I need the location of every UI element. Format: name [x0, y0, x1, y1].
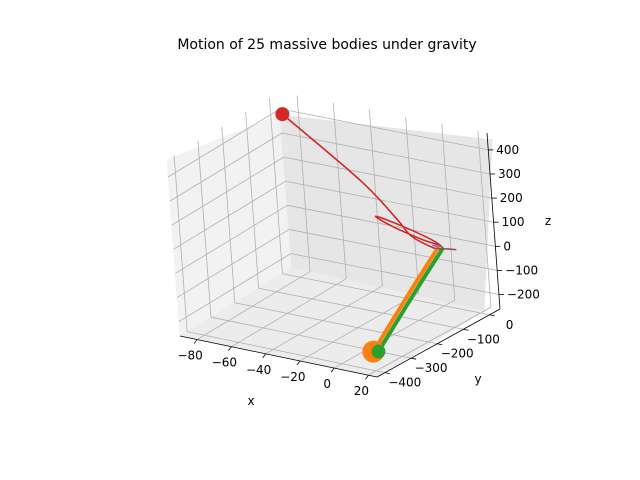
trajectory-line-3: [432, 244, 441, 248]
y-tick-label: 0: [506, 318, 514, 332]
z-gridline: [281, 132, 491, 175]
chart-title: Motion of 25 massive bodies under gravit…: [177, 37, 476, 53]
trajectories: [275, 107, 457, 363]
x-gridline: [405, 116, 420, 293]
x-tick-mark: [193, 339, 198, 344]
z-gridline: [176, 229, 290, 298]
y-tick-label: −100: [467, 332, 500, 346]
trajectory-line-2: [376, 246, 445, 354]
z-gridline: [285, 180, 494, 223]
x-tick-label: 20: [354, 384, 369, 398]
z-tick-label: 100: [502, 215, 525, 229]
y-tick-label: −300: [415, 361, 448, 375]
x-gridline: [265, 285, 383, 355]
x-tick-label: −60: [212, 356, 237, 370]
y-tick-mark: [410, 357, 417, 360]
y-gridline: [234, 302, 438, 345]
y-tick-mark: [489, 314, 495, 317]
x-gridline: [196, 271, 311, 340]
z-tick-label: 400: [496, 143, 519, 157]
z-gridline: [178, 253, 292, 322]
y-axis-line: [376, 308, 501, 378]
z-tick-label: −100: [505, 263, 538, 277]
y-gridline: [269, 97, 283, 274]
x-tick-label: −40: [246, 363, 271, 377]
z-gridline: [169, 132, 283, 202]
z-tick-label: 200: [500, 191, 523, 205]
z-tick-label: 300: [498, 167, 521, 181]
gridlines: [168, 95, 500, 376]
z-axis-line: [486, 132, 501, 310]
axis-lines: [179, 132, 504, 380]
z-gridline: [290, 253, 500, 295]
z-gridline: [289, 229, 498, 271]
x-gridline: [299, 292, 419, 362]
x-gridline: [231, 278, 347, 348]
z-gridline: [283, 156, 492, 199]
y-tick-label: −200: [441, 347, 474, 361]
z-gridline: [171, 156, 285, 226]
trajectory-line-1: [371, 247, 440, 354]
y-gridline: [258, 287, 464, 330]
y-gridline: [197, 141, 212, 318]
y-gridline: [282, 273, 490, 316]
tick-labels: −80−60−40−20020−400−300−200−1000−200−100…: [177, 143, 539, 398]
z-axis-label: z: [545, 214, 551, 228]
x-tick-label: −20: [280, 370, 305, 384]
z-tick-label: −200: [507, 288, 540, 302]
y-gridline: [245, 112, 260, 289]
z-tick-label: 0: [503, 239, 511, 253]
y-tick-mark: [437, 343, 443, 346]
x-tick-label: −80: [177, 349, 202, 363]
y-tick-mark: [463, 328, 469, 331]
body-marker-2: [371, 344, 386, 359]
x-tick-mark: [228, 346, 232, 351]
z-gridline: [175, 204, 288, 274]
x-tick-mark: [365, 374, 369, 380]
x-gridline: [332, 102, 347, 279]
x-tick-mark: [262, 353, 266, 359]
z-gridline: [173, 180, 286, 250]
y-axis-label: y: [474, 372, 481, 386]
x-gridline: [441, 124, 456, 301]
x-tick-mark: [330, 367, 335, 373]
x-gridline: [369, 109, 383, 286]
y-tick-label: −400: [388, 376, 421, 390]
x-gridline: [333, 299, 455, 369]
z-gridline: [280, 108, 489, 151]
x-gridline: [477, 131, 492, 308]
y-gridline: [221, 126, 236, 303]
y-gridline: [173, 155, 188, 332]
x-tick-label: 0: [323, 377, 331, 391]
x-axis-label: x: [247, 394, 254, 408]
x-tick-mark: [296, 360, 301, 366]
z-gridline: [168, 108, 281, 178]
y-gridline: [187, 331, 385, 374]
x-gridline: [368, 306, 492, 376]
trajectory-line-4: [433, 247, 457, 251]
x-axis-line: [179, 335, 378, 378]
body-marker-0: [275, 107, 290, 122]
y-tick-mark: [384, 372, 390, 375]
x-gridline: [296, 95, 311, 272]
